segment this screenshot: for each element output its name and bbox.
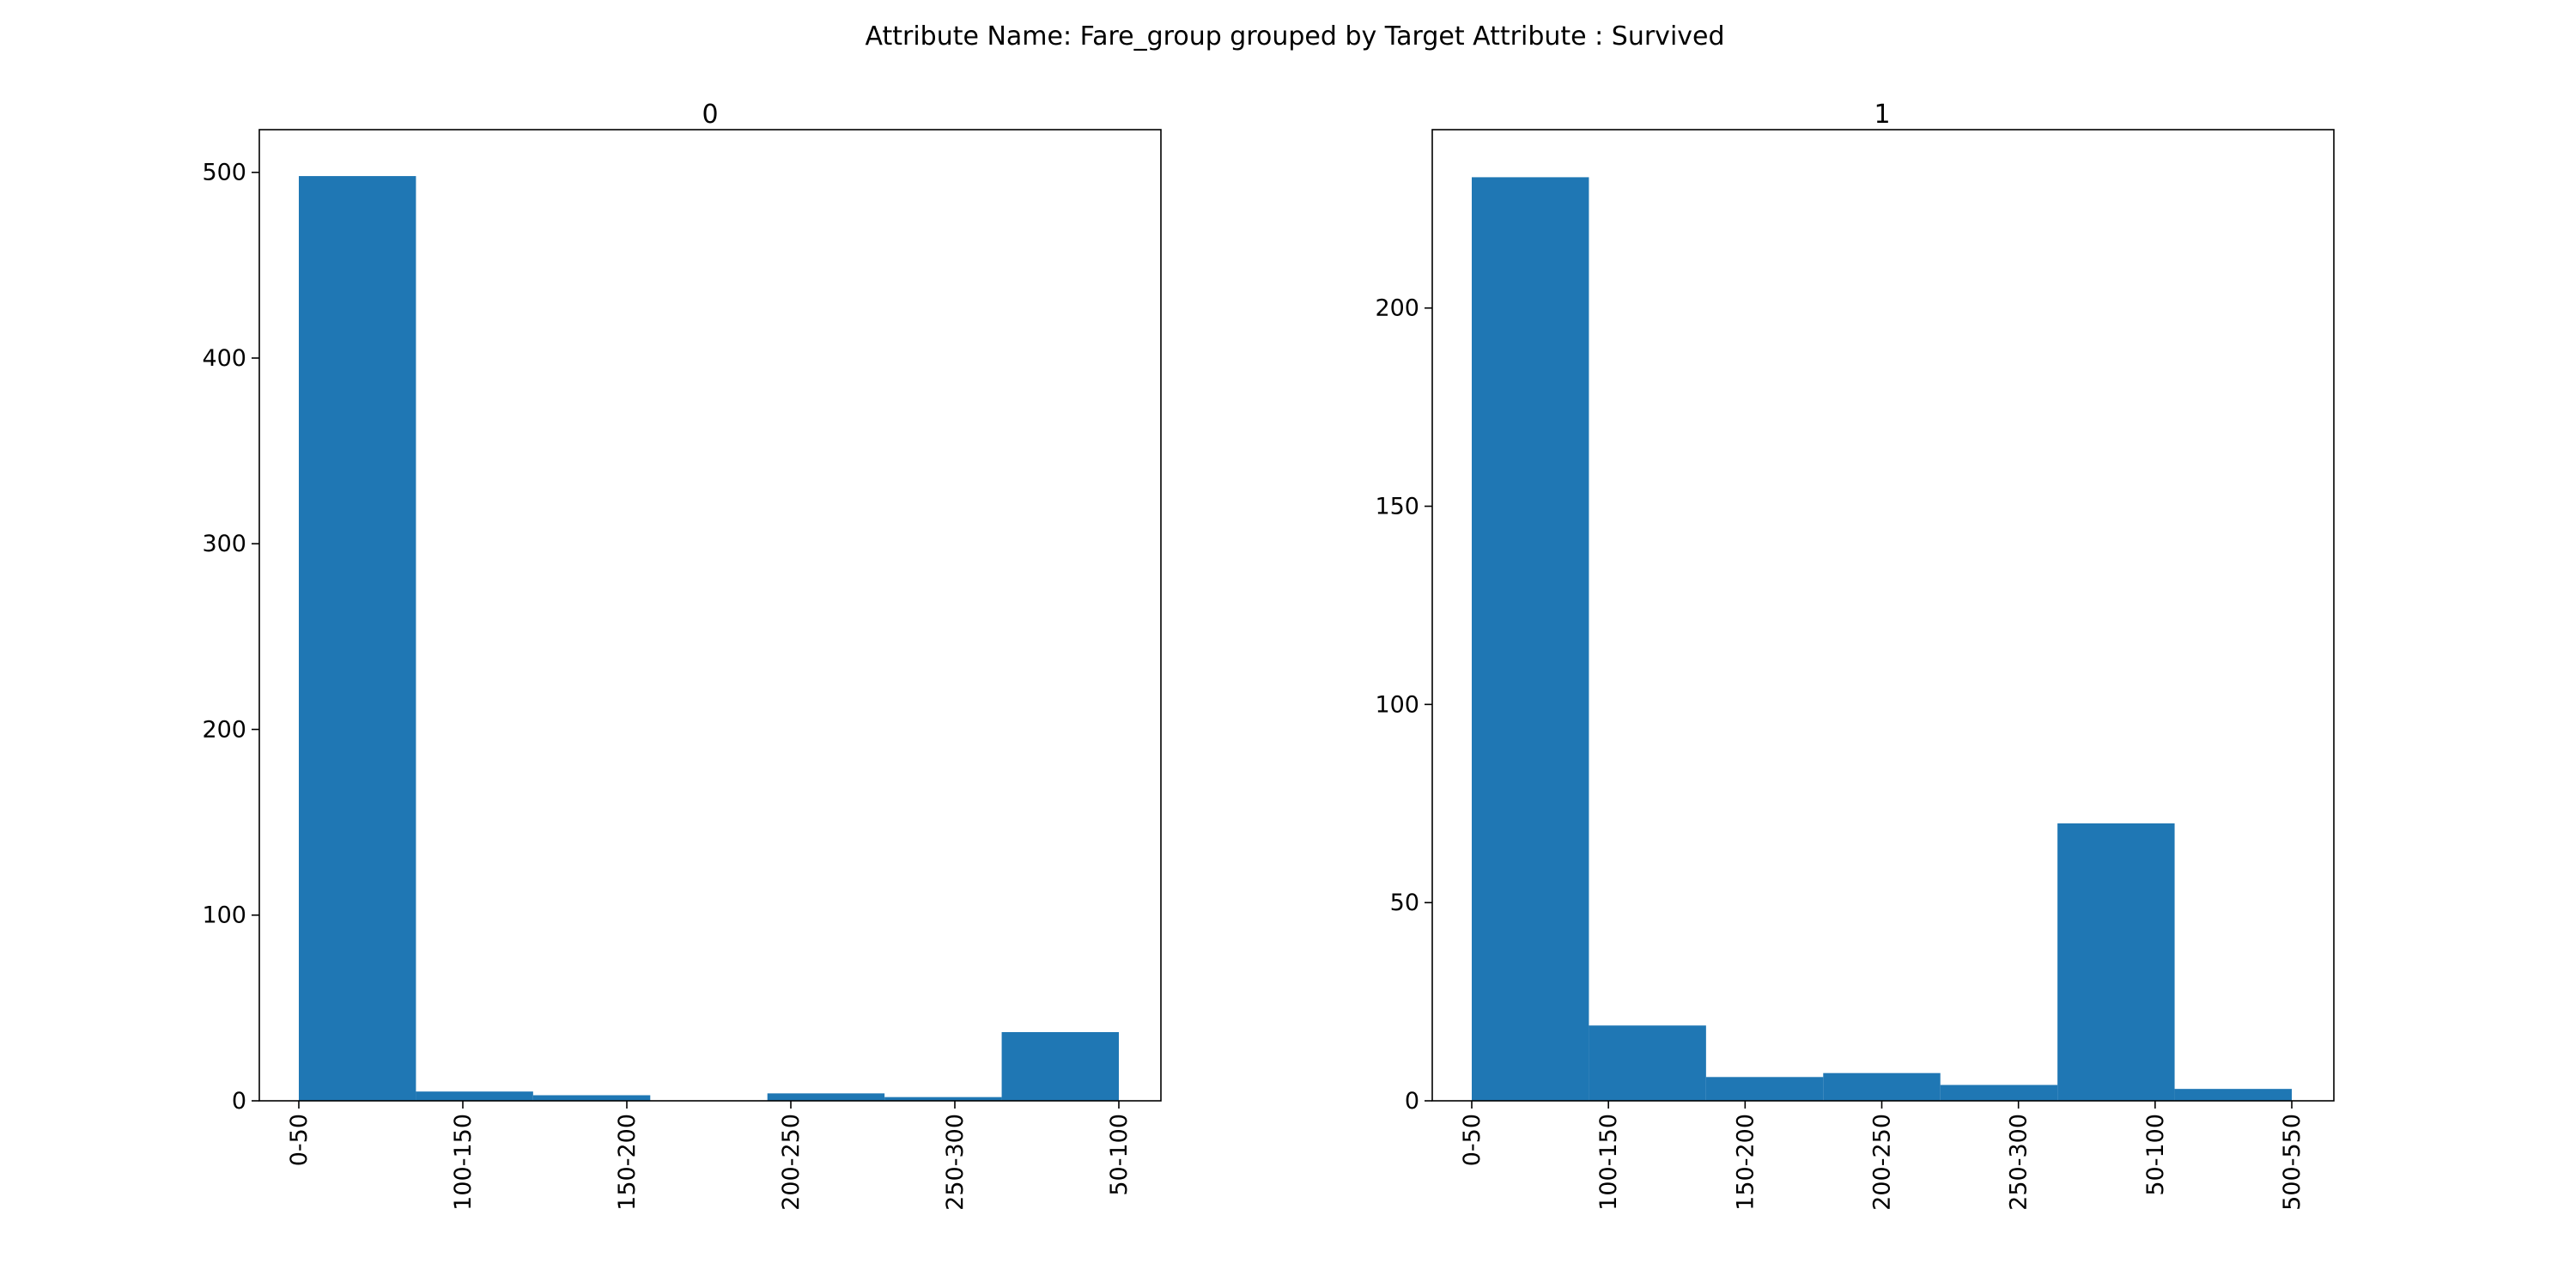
y-tick-label: 50 [1390,890,1419,916]
y-tick-label: 400 [202,345,246,372]
bar [1001,1031,1119,1101]
subplot-survived-1: 0 50 100 150 200 0-50 100-150 150-200 200-250 25… [1375,100,2335,1211]
x-tick-label: 150-200 [1732,1114,1759,1211]
y-tick-label: 200 [1375,295,1419,322]
figure-suptitle: Attribute Name: Fare_group grouped by Ta… [865,21,1724,52]
bar [2174,1089,2292,1101]
x-tick-label: 50-100 [2142,1114,2169,1196]
bar [884,1097,1002,1101]
x-tick-label: 100-150 [450,1114,477,1211]
x-tick-label: 0-50 [286,1114,313,1166]
y-tick-label: 150 [1375,494,1419,520]
y-tick-label: 0 [232,1088,246,1115]
bar [1823,1072,1941,1101]
x-tick-label: 100-150 [1595,1114,1622,1211]
x-tick-label: 250-300 [2006,1114,2032,1211]
y-tick-label: 100 [202,902,246,929]
bars-layer [1472,177,2292,1101]
bar [532,1095,651,1101]
bar [416,1091,533,1101]
x-tick-label: 0-50 [1459,1114,1485,1166]
x-axis: 0-50 100-150 150-200 200-250 250-300 50-100 [286,1101,1133,1211]
y-tick-label: 300 [202,531,246,557]
y-tick-label: 500 [202,160,246,186]
bars-layer [299,176,1119,1101]
x-tick-label: 200-250 [778,1114,805,1211]
y-tick-label: 0 [1405,1088,1419,1115]
subplot-title: 0 [702,100,718,130]
y-axis: 0 100 200 300 400 500 [202,160,259,1115]
axes-frame [1431,129,2335,1102]
bar [1940,1084,2058,1101]
bar [767,1093,885,1101]
x-tick-label: 500-550 [2279,1114,2306,1211]
y-tick-label: 200 [202,716,246,743]
subplot-survived-0: 0 100 200 300 400 500 0-50 100-150 150-200 200-2… [202,100,1162,1211]
x-axis: 0-50 100-150 150-200 200-250 250-300 50-100 50… [1459,1101,2306,1211]
y-axis: 0 50 100 150 200 [1375,295,1432,1115]
bar [1705,1077,1824,1101]
x-tick-label: 150-200 [614,1114,641,1211]
bar [2057,823,2175,1101]
y-tick-label: 100 [1375,691,1419,718]
bar [1472,177,1589,1101]
x-tick-label: 200-250 [1869,1114,1896,1211]
axes-frame [258,129,1162,1102]
subplot-title: 1 [1874,100,1890,130]
x-tick-label: 50-100 [1106,1114,1133,1196]
bar [299,176,416,1101]
x-tick-label: 250-300 [942,1114,969,1211]
bar [1589,1025,1706,1101]
